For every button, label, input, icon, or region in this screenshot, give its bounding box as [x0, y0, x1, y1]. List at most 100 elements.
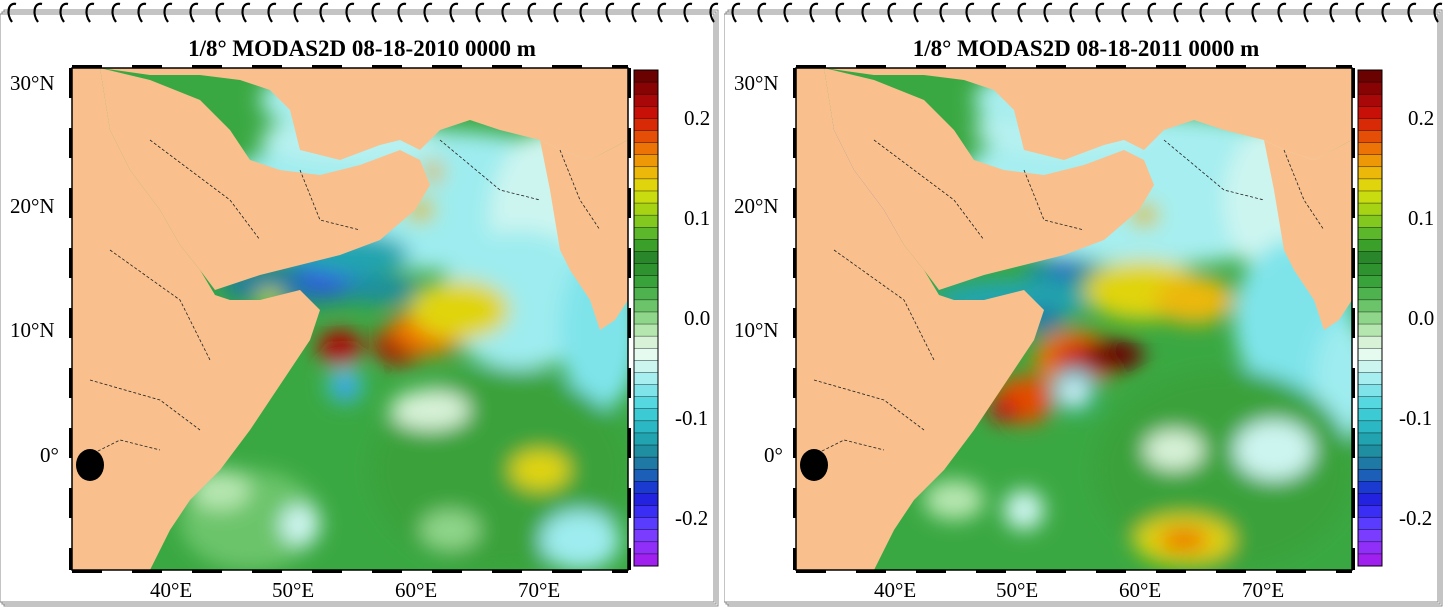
colorbar-swatch: [634, 445, 658, 458]
frame-tick: [628, 428, 631, 458]
colorbar-swatch: [634, 239, 658, 252]
colorbar-swatch: [1358, 445, 1382, 458]
colorbar-swatch: [1358, 94, 1382, 107]
colorbar-swatch: [634, 263, 658, 277]
colorbar-swatch: [634, 360, 658, 373]
colorbar-swatch: [1358, 372, 1382, 386]
spiral-ring: [631, 2, 641, 23]
colorbar-swatch: [634, 481, 658, 494]
frame-tick: [856, 65, 886, 68]
frame-tick: [1352, 308, 1355, 338]
frame-tick: [552, 570, 582, 573]
spiral-ring: [1199, 2, 1209, 23]
colorbar: [1357, 69, 1383, 567]
spiral-ring: [59, 2, 69, 23]
colorbar-swatch: [634, 469, 658, 482]
y-tick-label: 10°N: [734, 318, 779, 342]
spiral-ring: [939, 2, 949, 23]
frame-tick: [793, 368, 796, 398]
frame-tick: [192, 570, 222, 573]
colorbar-frame: [633, 69, 659, 567]
frame-tick: [1096, 65, 1126, 68]
spiral-ring: [449, 2, 459, 23]
frame-tick: [312, 65, 342, 68]
frame-tick: [1352, 488, 1355, 518]
country-border: [89, 379, 201, 431]
ssh-anomaly-blob: [280, 505, 320, 545]
frame-tick: [628, 248, 631, 278]
colorbar-swatch: [1358, 432, 1382, 446]
colorbar-swatch: [1358, 130, 1382, 144]
spiral-ring: [111, 2, 121, 23]
colorbar-swatch: [634, 336, 658, 349]
spiral-ring: [7, 2, 17, 23]
frame-tick: [1352, 428, 1355, 458]
frame-tick: [69, 308, 72, 338]
spiral-ring: [991, 2, 1001, 23]
spiral-ring: [1277, 2, 1287, 23]
spiral-ring: [809, 2, 819, 23]
frame-tick: [72, 570, 102, 573]
colorbar-swatch: [1358, 215, 1382, 228]
map-plot: [69, 65, 631, 573]
colorbar: [633, 69, 659, 567]
colorbar-swatch: [1358, 529, 1382, 543]
country-border: [439, 139, 541, 201]
spiral-ring: [1069, 2, 1079, 23]
spiral-ring: [965, 2, 975, 23]
frame-tick: [69, 368, 72, 398]
colorbar-swatch: [634, 70, 658, 83]
colorbar-swatch: [1358, 541, 1382, 555]
frame-tick: [432, 65, 462, 68]
colorbar-swatch: [1358, 348, 1382, 361]
country-border: [873, 139, 985, 241]
ssh-anomaly-blob: [330, 340, 350, 356]
colorbar-swatch: [634, 384, 658, 398]
colorbar-swatch: [634, 529, 658, 543]
colorbar-swatch: [634, 348, 658, 361]
y-tick-label: 0°: [764, 443, 783, 467]
ssh-anomaly-blob: [420, 510, 480, 550]
colorbar-tick-label: -0.1: [1399, 406, 1433, 430]
colorbar-swatch: [634, 251, 658, 265]
frame-tick: [69, 68, 72, 98]
ssh-anomaly-blob: [1056, 264, 1072, 276]
colorbar-swatch: [634, 457, 658, 470]
colorbar-tick-label: 0.2: [684, 106, 711, 130]
spiral-ring: [137, 2, 147, 23]
spiral-ring: [605, 2, 615, 23]
colorbar-swatch: [634, 493, 658, 507]
colorbar-swatch: [634, 118, 658, 131]
colorbar-swatch: [1358, 396, 1382, 410]
frame-tick: [793, 548, 796, 570]
frame-tick: [793, 128, 796, 158]
colorbar-swatch: [1358, 311, 1382, 325]
ssh-anomaly-blob: [1159, 528, 1209, 552]
frame-tick: [793, 68, 796, 98]
frame-tick: [612, 570, 628, 573]
spiral-ring: [1251, 2, 1261, 23]
colorbar-tick-label: -0.2: [675, 506, 709, 530]
y-tick-label: 0°: [40, 443, 59, 467]
map-card-right: 1/8° MODAS2D 08-18-2011 0000 m 30°N 20°N…: [724, 0, 1448, 609]
land-mass: [72, 68, 320, 570]
spiral-ring: [887, 2, 897, 23]
colorbar-swatch: [1358, 70, 1382, 83]
spiral-ring: [397, 2, 407, 23]
country-border: [109, 249, 211, 361]
colorbar-tick-label: 0.0: [684, 306, 711, 330]
colorbar-swatch: [634, 203, 658, 216]
frame-tick: [856, 570, 886, 573]
country-border: [559, 149, 601, 231]
spiral-ring: [501, 2, 511, 23]
spiral-ring: [1147, 2, 1157, 23]
country-border: [803, 439, 885, 461]
colorbar-swatch: [1358, 106, 1382, 119]
frame-tick: [628, 548, 631, 570]
colorbar-swatch: [1358, 420, 1382, 434]
colorbar-swatch: [1358, 190, 1382, 204]
x-tick-label: 50°E: [996, 578, 1039, 602]
colorbar-swatch: [1358, 142, 1382, 156]
frame-tick: [132, 570, 162, 573]
map-title: 1/8° MODAS2D 08-18-2010 0000 m: [188, 36, 536, 61]
